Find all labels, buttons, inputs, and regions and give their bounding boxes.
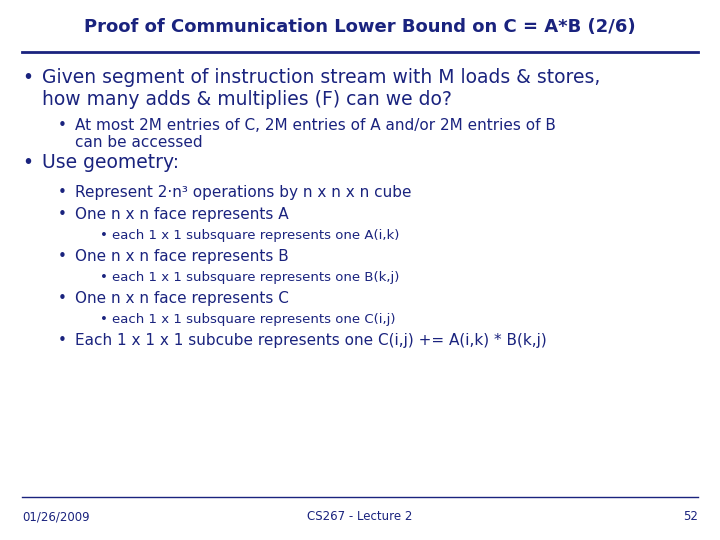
Text: each 1 x 1 subsquare represents one C(i,j): each 1 x 1 subsquare represents one C(i,… bbox=[112, 313, 395, 326]
Text: •: • bbox=[100, 271, 108, 284]
Text: •: • bbox=[58, 249, 67, 264]
Text: •: • bbox=[22, 68, 33, 87]
Text: •: • bbox=[100, 229, 108, 242]
Text: One n x n face represents A: One n x n face represents A bbox=[75, 207, 289, 222]
Text: •: • bbox=[58, 291, 67, 306]
Text: Each 1 x 1 x 1 subcube represents one C(i,j) += A(i,k) * B(k,j): Each 1 x 1 x 1 subcube represents one C(… bbox=[75, 333, 546, 348]
Text: •: • bbox=[58, 207, 67, 222]
Text: One n x n face represents C: One n x n face represents C bbox=[75, 291, 289, 306]
Text: each 1 x 1 subsquare represents one A(i,k): each 1 x 1 subsquare represents one A(i,… bbox=[112, 229, 400, 242]
Text: •: • bbox=[58, 118, 67, 133]
Text: 52: 52 bbox=[683, 510, 698, 523]
Text: One n x n face represents B: One n x n face represents B bbox=[75, 249, 289, 264]
Text: Use geometry:: Use geometry: bbox=[42, 153, 179, 172]
Text: Proof of Communication Lower Bound on C = A*B (2/6): Proof of Communication Lower Bound on C … bbox=[84, 18, 636, 36]
Text: •: • bbox=[58, 185, 67, 200]
Text: At most 2M entries of C, 2M entries of A and/or 2M entries of B
can be accessed: At most 2M entries of C, 2M entries of A… bbox=[75, 118, 556, 151]
Text: •: • bbox=[100, 313, 108, 326]
Text: each 1 x 1 subsquare represents one B(k,j): each 1 x 1 subsquare represents one B(k,… bbox=[112, 271, 400, 284]
Text: Given segment of instruction stream with M loads & stores,
how many adds & multi: Given segment of instruction stream with… bbox=[42, 68, 600, 109]
Text: 01/26/2009: 01/26/2009 bbox=[22, 510, 89, 523]
Text: •: • bbox=[58, 333, 67, 348]
Text: •: • bbox=[22, 153, 33, 172]
Text: Represent 2·n³ operations by n x n x n cube: Represent 2·n³ operations by n x n x n c… bbox=[75, 185, 412, 200]
Text: CS267 - Lecture 2: CS267 - Lecture 2 bbox=[307, 510, 413, 523]
